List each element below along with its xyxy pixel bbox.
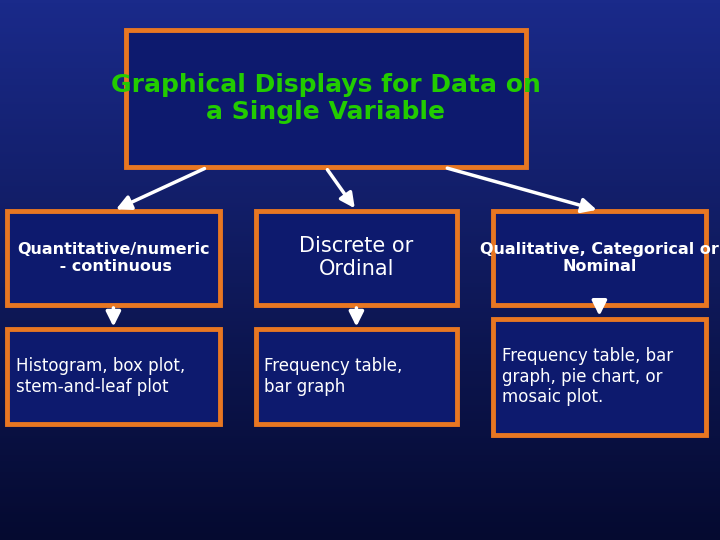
Text: Graphical Displays for Data on
a Single Variable: Graphical Displays for Data on a Single …: [111, 73, 541, 124]
Text: Histogram, box plot,
stem-and-leaf plot: Histogram, box plot, stem-and-leaf plot: [16, 357, 185, 396]
FancyBboxPatch shape: [256, 211, 457, 305]
Text: Quantitative/numeric
 - continuous: Quantitative/numeric - continuous: [17, 242, 210, 274]
FancyBboxPatch shape: [7, 329, 220, 424]
FancyBboxPatch shape: [493, 211, 706, 305]
Text: Frequency table,
bar graph: Frequency table, bar graph: [264, 357, 402, 396]
FancyBboxPatch shape: [126, 30, 526, 167]
FancyBboxPatch shape: [7, 211, 220, 305]
Text: Frequency table, bar
graph, pie chart, or
mosaic plot.: Frequency table, bar graph, pie chart, o…: [502, 347, 673, 407]
FancyBboxPatch shape: [493, 319, 706, 435]
Text: Discrete or
Ordinal: Discrete or Ordinal: [300, 237, 413, 280]
Text: Qualitative, Categorical or
Nominal: Qualitative, Categorical or Nominal: [480, 242, 719, 274]
FancyBboxPatch shape: [256, 329, 457, 424]
